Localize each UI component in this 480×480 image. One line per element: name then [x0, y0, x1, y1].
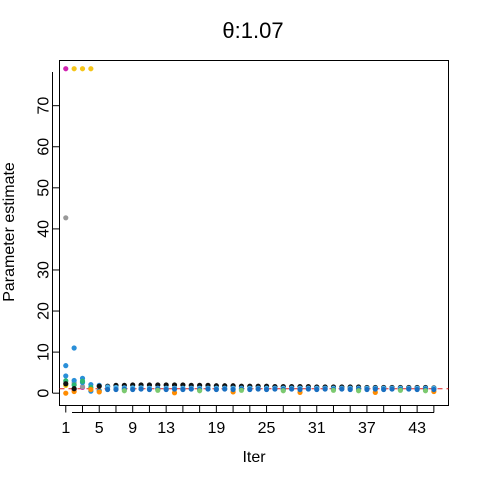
- data-point: [79, 384, 86, 390]
- x-tick-label: 9: [128, 420, 137, 437]
- x-tick-label: 19: [207, 420, 225, 437]
- data-point: [96, 383, 102, 389]
- data-point: [63, 66, 69, 72]
- x-tick-label: 25: [258, 420, 276, 437]
- y-tick-label: 60: [36, 138, 53, 156]
- data-point: [71, 386, 77, 392]
- y-tick-label: 40: [36, 220, 53, 238]
- y-tick-label: 0: [36, 389, 53, 398]
- data-point: [71, 345, 77, 351]
- data-point: [113, 386, 119, 393]
- x-axis-ticks: 1 5 9 13 19 25 31 37 43: [61, 405, 435, 437]
- data-point: [364, 386, 370, 393]
- data-point: [381, 386, 387, 393]
- data-point: [314, 386, 320, 393]
- data-point: [247, 386, 253, 393]
- data-point: [397, 387, 403, 393]
- plot-frame: [59, 60, 449, 406]
- data-point: [322, 386, 328, 392]
- data-point: [88, 66, 94, 72]
- data-point: [155, 387, 161, 393]
- data-point: [339, 386, 345, 392]
- data-point: [414, 386, 420, 393]
- data-point: [222, 386, 228, 392]
- data-point: [171, 390, 178, 396]
- x-tick-label: 13: [157, 420, 175, 437]
- data-point: [389, 386, 395, 392]
- data-point: [213, 386, 219, 393]
- data-point: [79, 378, 86, 384]
- data-point: [63, 390, 69, 396]
- data-point: [88, 386, 94, 393]
- y-tick-label: 10: [36, 343, 53, 361]
- y-tick-label: 50: [36, 179, 53, 197]
- data-point: [280, 388, 286, 394]
- data-point: [297, 386, 303, 393]
- y-tick-label: 30: [36, 261, 53, 279]
- data-point: [355, 388, 362, 394]
- data-point: [263, 386, 270, 393]
- data-point: [63, 363, 69, 369]
- data-point: [163, 386, 169, 393]
- data-point: [205, 386, 211, 392]
- data-point: [130, 386, 136, 393]
- x-tick-label: 31: [308, 420, 326, 437]
- x-tick-label: 43: [408, 420, 426, 437]
- data-point: [138, 386, 144, 392]
- data-point: [63, 215, 69, 221]
- data-point: [96, 389, 102, 395]
- data-point: [422, 388, 429, 394]
- y-axis-label: Parameter estimate: [1, 162, 18, 302]
- chart-title: θ:1.07: [222, 18, 283, 43]
- data-point: [347, 386, 353, 393]
- data-point: [255, 386, 261, 392]
- data-point: [121, 388, 127, 394]
- data-point: [197, 388, 203, 394]
- data-point: [406, 386, 412, 392]
- x-tick-label: 5: [95, 420, 104, 437]
- data-point: [230, 386, 236, 393]
- x-tick-label: 1: [61, 420, 70, 437]
- data-point: [71, 382, 77, 388]
- data-point: [71, 66, 77, 72]
- data-point: [63, 381, 69, 387]
- data-point: [171, 386, 178, 392]
- data-point: [71, 377, 77, 384]
- data-point: [289, 386, 295, 392]
- data-point: [105, 386, 111, 393]
- data-point: [188, 386, 194, 392]
- data-point: [180, 386, 186, 393]
- y-tick-label: 20: [36, 302, 53, 320]
- data-point: [272, 386, 278, 392]
- data-point: [79, 66, 86, 72]
- y-axis-ticks: 0 10 20 30 40 50 60 70: [36, 97, 60, 398]
- data-points: [63, 66, 437, 396]
- x-axis-label: Iter: [242, 449, 266, 466]
- data-point: [305, 386, 311, 392]
- data-point: [372, 386, 378, 392]
- data-point: [431, 386, 437, 393]
- y-tick-label: 70: [36, 97, 53, 115]
- data-point: [238, 387, 245, 393]
- data-point: [146, 386, 153, 393]
- x-tick-label: 37: [358, 420, 376, 437]
- data-point: [63, 373, 69, 379]
- data-point: [330, 387, 337, 393]
